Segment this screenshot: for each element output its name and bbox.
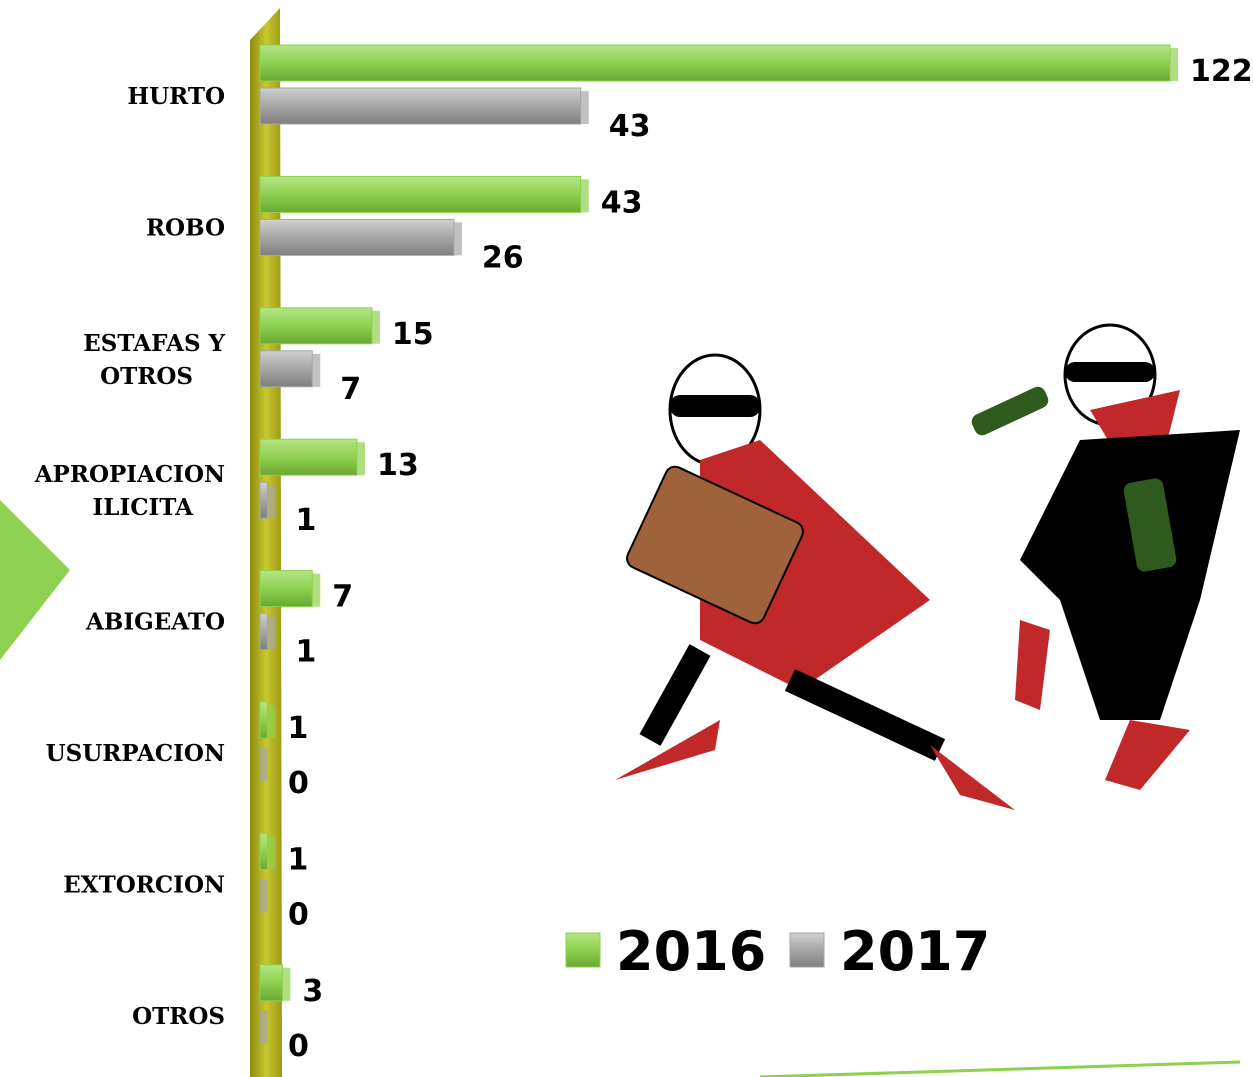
decoration xyxy=(759,1060,1241,1077)
legend-swatch xyxy=(789,932,825,968)
bar xyxy=(259,832,268,870)
y-tick-label: APROPIACION ILICITA xyxy=(34,461,225,521)
decoration xyxy=(0,500,70,660)
data-label: 1 xyxy=(295,503,316,538)
bar xyxy=(259,613,268,651)
bar-side xyxy=(371,310,380,344)
data-label: 15 xyxy=(392,317,434,352)
bar-side xyxy=(1170,48,1178,81)
bar-side xyxy=(260,1010,268,1044)
data-label: 26 xyxy=(482,240,524,275)
y-tick-label: ESTAFAS Y OTROS xyxy=(83,330,225,390)
axis-wall xyxy=(250,8,282,1077)
bar-side xyxy=(267,705,276,738)
y-tick-label: OTROS xyxy=(132,1003,225,1030)
data-label: 1 xyxy=(295,635,316,670)
y-tick-label: ABIGEATO xyxy=(85,609,225,636)
data-label: 0 xyxy=(288,766,309,801)
bar-side xyxy=(260,748,268,781)
bar-side xyxy=(260,879,268,913)
bar xyxy=(259,307,373,345)
bar xyxy=(259,438,358,476)
legend-label: 2017 xyxy=(840,920,990,983)
y-tick-label: USURPACION xyxy=(46,740,225,767)
bar xyxy=(259,350,313,388)
bar xyxy=(259,701,268,739)
data-label: 122 xyxy=(1190,54,1253,89)
y-tick-label: EXTORCION xyxy=(63,871,225,898)
data-label: 13 xyxy=(377,448,419,483)
legend-label: 2016 xyxy=(616,920,766,983)
bar xyxy=(259,218,455,256)
bar-side xyxy=(312,353,321,387)
bar-side xyxy=(267,616,276,650)
bar-side xyxy=(312,573,321,607)
data-label: 1 xyxy=(287,842,308,877)
bar xyxy=(259,44,1171,82)
data-label: 0 xyxy=(288,1029,309,1064)
data-label: 1 xyxy=(287,711,308,746)
data-label: 7 xyxy=(332,580,353,615)
bar-side xyxy=(267,485,276,519)
bar-side xyxy=(267,836,276,870)
bar-side xyxy=(356,442,365,476)
legend-swatch xyxy=(565,932,601,968)
y-tick-label: HURTO xyxy=(127,83,225,110)
bar xyxy=(259,964,283,1002)
data-label: 0 xyxy=(288,897,309,932)
bar-side xyxy=(580,179,589,213)
bar-side xyxy=(453,222,462,256)
data-label: 3 xyxy=(302,974,323,1009)
data-label: 43 xyxy=(609,109,651,144)
data-label: 43 xyxy=(601,185,643,220)
bar-side xyxy=(580,91,589,124)
data-label: 7 xyxy=(340,372,361,407)
bar xyxy=(259,481,268,519)
y-tick-label: ROBO xyxy=(146,214,225,241)
bar xyxy=(259,175,582,213)
bar-side xyxy=(282,967,291,1001)
bar xyxy=(259,570,313,608)
illustration xyxy=(615,323,1240,810)
bar xyxy=(259,87,582,125)
